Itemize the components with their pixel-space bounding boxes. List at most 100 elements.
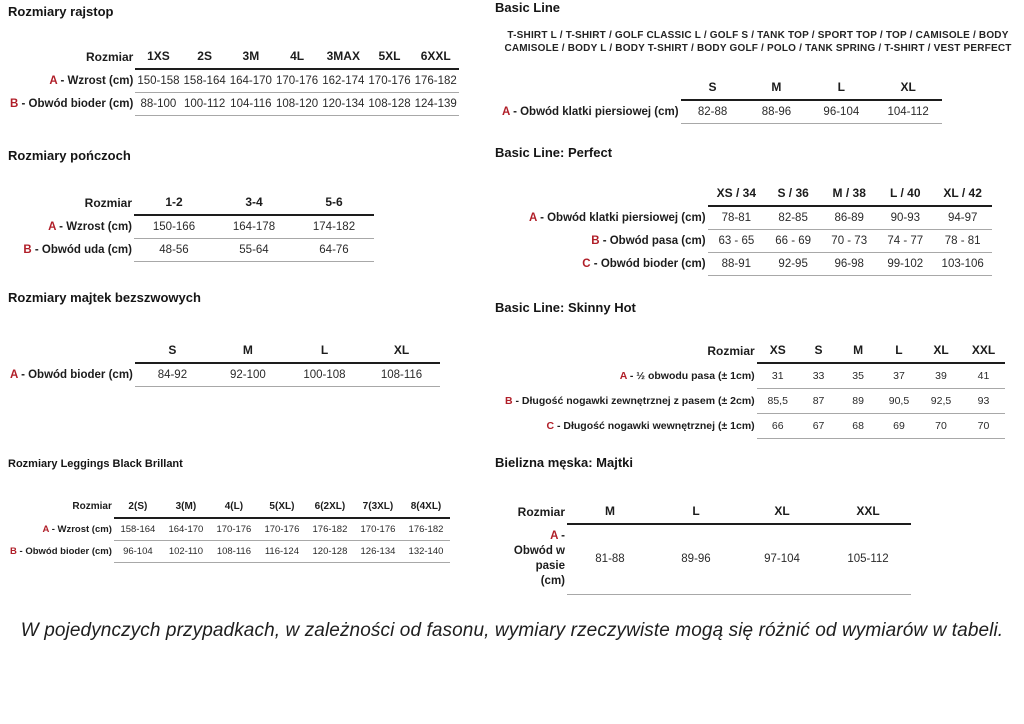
size-value: 170-176 [366, 69, 413, 94]
size-value: 68 [838, 413, 878, 440]
section-title: Basic Line: Skinny Hot [495, 300, 636, 315]
table-corner-label: Rozmiar [517, 504, 565, 519]
size-column-header: XL [363, 338, 440, 365]
table-corner-label [8, 338, 135, 363]
table-corner-label [500, 75, 681, 100]
size-value: 150-158 [135, 69, 182, 94]
size-column-header: 1XS [135, 44, 182, 71]
size-value: 124-139 [412, 92, 459, 117]
size-value: 66 - 69 [765, 229, 822, 254]
table-corner-label [527, 181, 708, 206]
size-value: 82-88 [680, 100, 745, 125]
size-value: 94-97 [933, 206, 992, 231]
size-value: 164-170 [161, 517, 210, 541]
size-value: 86-89 [821, 206, 878, 231]
table-corner-label: Rozmiar [72, 501, 112, 513]
size-value: 176-182 [412, 69, 459, 94]
table-row: B - Obwód uda (cm) 48-56 55-64 64-76 [8, 238, 374, 263]
row-label: A - Wzrost (cm) [49, 75, 134, 87]
size-value: 39 [919, 363, 963, 390]
size-table-majtki-meskie: Rozmiar M L XL XXL A - Obwód w pasie (cm) 81-8… [509, 499, 911, 595]
size-column-header: 8(4XL) [401, 495, 450, 519]
size-value: 120-134 [320, 92, 367, 117]
size-column-header: S [798, 338, 839, 365]
size-column-header: XL / 42 [933, 181, 992, 208]
size-value: 108-116 [363, 363, 440, 388]
measure-letter: B [591, 235, 600, 248]
size-value: 108-116 [209, 540, 258, 563]
size-value: 74 - 77 [877, 229, 934, 254]
size-value: 174-182 [294, 215, 374, 240]
section-title: Rozmiary pończoch [8, 148, 131, 163]
size-value: 88-100 [135, 92, 182, 117]
size-value: 31 [756, 363, 799, 390]
size-value: 70 [962, 413, 1005, 440]
size-column-header: XS [756, 338, 799, 365]
size-value: 176-182 [305, 517, 354, 541]
size-value: 170-176 [209, 517, 258, 541]
measure-letter: A [619, 370, 627, 382]
size-value: 99-102 [877, 252, 934, 277]
size-value: 108-128 [366, 92, 413, 117]
size-column-header: M [838, 338, 878, 365]
section-bielizna-meska: Bielizna męska: Majtki Rozmiar M L XL XXL A -… [495, 455, 1021, 595]
measure-letter: A [48, 221, 56, 233]
row-label: C - Długość nogawki wewnętrznej (± 1cm) [546, 420, 755, 433]
size-value: 78 - 81 [933, 229, 992, 254]
section-ponczochy: Rozmiary pończoch Rozmiar 1-2 3-4 5-6 A - Wz… [8, 148, 460, 263]
size-value: 78-81 [707, 206, 766, 231]
size-column-header: XXL [825, 499, 911, 526]
size-column-header: M [744, 75, 809, 102]
row-label: A - Obwód klatki piersiowej (cm) [529, 212, 706, 224]
size-column-header: 4L [273, 44, 321, 71]
size-table-perfect: XS / 34 S / 36 M / 38 L / 40 XL / 42 A - Obwó… [527, 181, 992, 277]
table-row: A - ½ obwodu pasa (± 1cm) 31 33 35 37 39 41 [503, 363, 1005, 390]
right-column: Basic Line T-SHIRT L / T-SHIRT / GOLF CL… [495, 0, 1021, 724]
disclaimer-footnote: W pojedynczych przypadkach, w zależności… [20, 620, 1004, 641]
size-value: 87 [798, 388, 839, 415]
size-value: 88-96 [744, 100, 809, 125]
size-column-header: 3-4 [214, 190, 294, 217]
table-corner-label: Rozmiar [84, 195, 132, 210]
table-row: B - Długość nogawki zewnętrznej z pasem … [503, 388, 1005, 415]
size-value: 89 [838, 388, 878, 415]
left-column: Rozmiary rajstop Rozmiar 1XS 2S 3M 4L 3MAX 5XL… [8, 0, 460, 724]
size-column-header: XXL [962, 338, 1005, 365]
size-column-header: M [209, 338, 286, 365]
table-row: A - Obwód klatki piersiowej (cm) 78-81 82-… [527, 206, 992, 231]
size-column-header: L [808, 75, 875, 102]
size-value: 120-128 [305, 540, 354, 563]
measure-letter: A [502, 106, 510, 118]
section-title: Bielizna męska: Majtki [495, 455, 633, 470]
measure-letter: C [546, 420, 555, 433]
size-value: 170-176 [353, 517, 402, 541]
size-value: 92-95 [765, 252, 822, 277]
header-row: XS / 34 S / 36 M / 38 L / 40 XL / 42 [527, 181, 992, 208]
size-value: 164-170 [227, 69, 274, 94]
row-label: A - ½ obwodu pasa (± 1cm) [619, 370, 755, 382]
table-row: B - Obwód bioder (cm) 88-100 100-112 104-11… [8, 92, 459, 117]
section-title: Rozmiary majtek bezszwowych [8, 290, 201, 305]
size-value: 100-112 [181, 92, 228, 117]
size-table-leggings: Rozmiar 2(S) 3(M) 4(L) 5(XL) 6(2XL) 7(3XL) 8(4X… [8, 495, 450, 563]
table-row: A - Obwód bioder (cm) 84-92 92-100 100-108 1… [8, 363, 440, 388]
size-column-header: XL [919, 338, 963, 365]
size-value: 96-104 [808, 100, 875, 125]
section-basic-line-skinny-hot: Basic Line: Skinny Hot Rozmiar XS S M L XL XXL… [495, 300, 1021, 440]
row-label: A - Wzrost (cm) [48, 221, 132, 233]
size-column-header: L [653, 499, 739, 526]
measure-letter: B [10, 545, 17, 557]
size-value: 55-64 [214, 238, 294, 263]
size-value: 70 - 73 [821, 229, 878, 254]
size-column-header: XL [874, 75, 942, 102]
size-value: 158-164 [113, 517, 162, 541]
section-rajstop: Rozmiary rajstop Rozmiar 1XS 2S 3M 4L 3MAX 5XL… [8, 4, 460, 117]
size-column-header: 2(S) [113, 495, 162, 519]
table-row: A - Obwód klatki piersiowej (cm) 82-88 88-… [500, 100, 942, 125]
size-value: 70 [919, 413, 963, 440]
size-value: 162-174 [320, 69, 367, 94]
size-column-header: 6(2XL) [305, 495, 354, 519]
size-column-header: 3M [227, 44, 274, 71]
size-column-header: 7(3XL) [353, 495, 402, 519]
size-value: 66 [756, 413, 799, 440]
